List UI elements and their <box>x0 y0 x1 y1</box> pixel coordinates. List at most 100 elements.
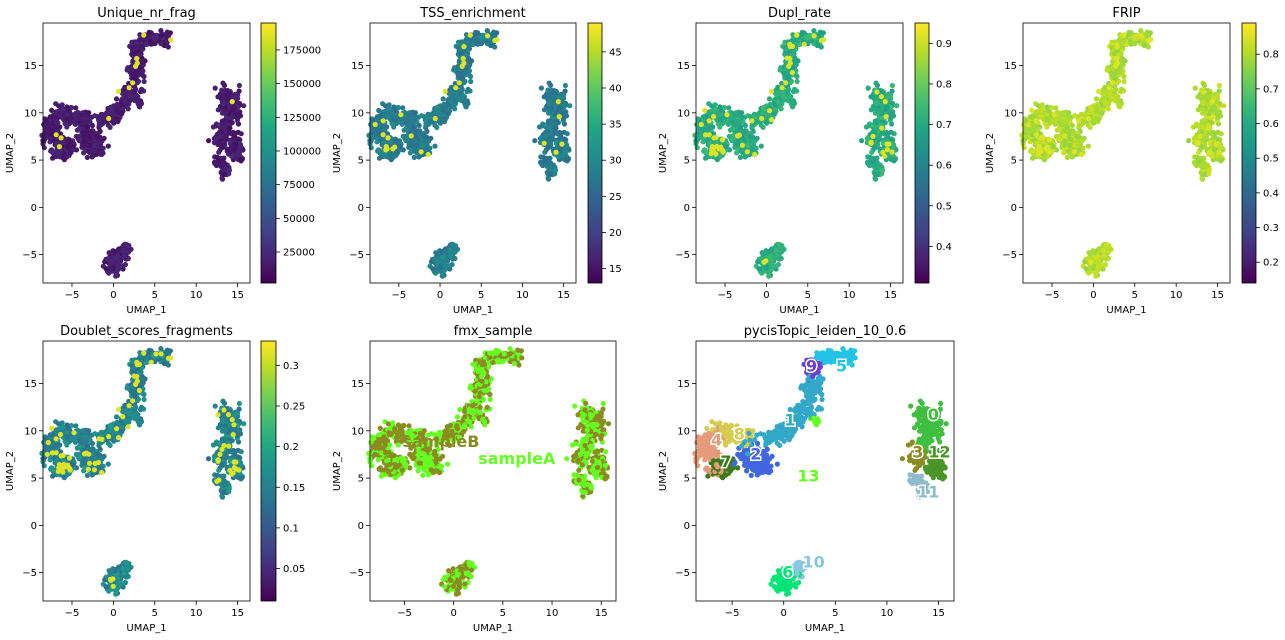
point <box>697 133 703 139</box>
point <box>747 133 753 139</box>
point <box>113 96 120 102</box>
point <box>221 82 228 88</box>
y-tick-label: 15 <box>351 61 364 72</box>
point <box>141 32 147 38</box>
scatter-points <box>39 28 247 279</box>
point <box>781 70 788 76</box>
point <box>553 149 559 155</box>
colorbar-tick-label: 100000 <box>283 146 321 157</box>
point <box>460 55 466 62</box>
point <box>108 259 114 265</box>
y-tick-label: 10 <box>24 108 37 119</box>
point <box>124 67 130 73</box>
point <box>418 149 424 155</box>
point <box>380 132 386 138</box>
point <box>229 99 235 105</box>
point <box>134 60 140 66</box>
point <box>227 149 233 155</box>
point <box>772 111 778 117</box>
point <box>400 105 406 111</box>
point <box>869 159 875 165</box>
panel-0: Unique_nr_frag−5 0 5 10 15−5051015UMAP_1UMAP… <box>5 6 321 316</box>
point <box>452 243 459 249</box>
point <box>774 253 780 259</box>
point <box>101 135 107 141</box>
point <box>446 263 452 269</box>
point <box>125 106 131 112</box>
point <box>760 124 766 130</box>
point <box>421 133 427 139</box>
point <box>380 118 386 124</box>
point <box>235 114 241 120</box>
point <box>745 113 751 119</box>
x-tick-label: 15 <box>557 290 570 301</box>
point <box>468 78 474 85</box>
point <box>215 94 221 100</box>
point <box>427 145 433 151</box>
point <box>806 33 812 39</box>
point <box>539 123 545 129</box>
point <box>141 78 147 85</box>
point <box>392 108 398 114</box>
point <box>376 148 382 155</box>
point <box>794 73 800 80</box>
point <box>561 114 567 120</box>
colorbar-tick-label: 75000 <box>283 180 315 191</box>
point <box>233 141 239 147</box>
point <box>221 171 227 177</box>
point <box>779 243 785 249</box>
point <box>108 104 114 110</box>
point <box>885 130 891 136</box>
point <box>875 135 881 141</box>
point <box>89 122 95 129</box>
point <box>376 155 383 161</box>
y-axis-label: UMAP_2 <box>5 133 16 173</box>
point <box>551 94 558 100</box>
point <box>416 122 422 129</box>
point <box>558 130 564 136</box>
point <box>859 138 865 144</box>
point <box>83 119 89 125</box>
point <box>873 100 879 106</box>
point <box>71 112 77 118</box>
point <box>868 94 874 100</box>
point <box>564 157 570 163</box>
point <box>867 154 873 160</box>
point <box>223 109 229 115</box>
point <box>742 154 748 160</box>
point <box>116 88 122 95</box>
point <box>549 109 555 115</box>
point <box>423 123 429 129</box>
point <box>141 73 147 80</box>
point <box>874 82 881 88</box>
point <box>891 131 897 137</box>
point <box>776 89 783 95</box>
colorbar-tick-label: 25000 <box>283 248 315 259</box>
point <box>543 133 549 139</box>
point <box>404 137 410 143</box>
point <box>238 157 244 163</box>
x-axis-label: UMAP_1 <box>126 305 166 316</box>
x-tick-label: 10 <box>516 290 529 301</box>
point <box>541 140 547 146</box>
point <box>115 117 122 123</box>
point <box>130 80 136 86</box>
y-tick-label: 10 <box>351 108 364 119</box>
point <box>96 123 102 129</box>
point <box>884 147 891 153</box>
point <box>455 70 461 76</box>
point <box>547 171 553 177</box>
point <box>65 108 72 114</box>
point <box>216 159 222 165</box>
point <box>866 123 872 129</box>
point <box>547 124 553 131</box>
point <box>432 115 438 122</box>
point <box>451 67 457 73</box>
point <box>212 85 218 91</box>
point <box>425 151 431 158</box>
point <box>214 154 220 160</box>
point <box>96 118 102 124</box>
point <box>726 105 732 111</box>
point <box>94 133 100 139</box>
point <box>236 88 242 94</box>
